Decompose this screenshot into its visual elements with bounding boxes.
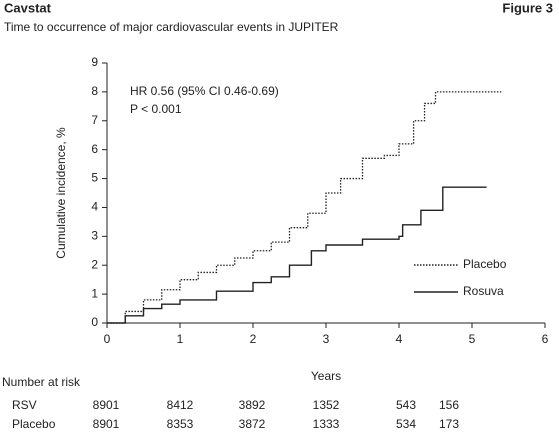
risk-count: 534	[396, 417, 416, 431]
risk-count: 8412	[167, 398, 194, 412]
curve	[107, 186, 487, 324]
risk-count: 8353	[167, 417, 194, 431]
x-tick-label: 6	[542, 332, 549, 346]
curve	[107, 91, 502, 324]
y-tick-label: 5	[91, 171, 98, 185]
y-tick-label: 3	[91, 229, 98, 243]
x-tick-label: 3	[323, 332, 330, 346]
risk-title: Number at risk	[2, 375, 81, 389]
x-tick-label: 5	[469, 332, 476, 346]
risk-count: 543	[396, 398, 416, 412]
x-tick-label: 0	[104, 332, 111, 346]
risk-count: 8901	[93, 417, 120, 431]
figure-label: Figure 3	[502, 0, 553, 15]
risk-count: 3872	[239, 417, 266, 431]
x-tick-label: 1	[177, 332, 184, 346]
risk-count: 1352	[313, 398, 340, 412]
y-tick-label: 7	[91, 113, 98, 127]
annotation: P < 0.001	[130, 102, 182, 116]
risk-row-label: RSV	[12, 398, 37, 412]
chart-title: Time to occurrence of major cardiovascul…	[4, 20, 339, 34]
brand: Cavstat	[4, 0, 52, 15]
risk-count: 156	[439, 398, 459, 412]
risk-row-label: Placebo	[12, 417, 56, 431]
y-tick-label: 1	[91, 286, 98, 300]
risk-count: 1333	[313, 417, 340, 431]
legend-label: Placebo	[463, 257, 507, 271]
annotation: HR 0.56 (95% CI 0.46-0.69)	[130, 84, 279, 98]
y-tick-label: 8	[91, 84, 98, 98]
x-axis-label: Years	[311, 369, 341, 383]
risk-count: 8901	[93, 398, 120, 412]
y-axis-label: Cumulative incidence, %	[54, 127, 68, 259]
legend-label: Rosuva	[463, 284, 504, 298]
x-tick-label: 4	[396, 332, 403, 346]
y-tick-label: 9	[91, 55, 98, 69]
y-tick-label: 4	[91, 200, 98, 214]
x-tick-label: 2	[250, 332, 257, 346]
risk-count: 3892	[239, 398, 266, 412]
y-tick-label: 6	[91, 142, 98, 156]
risk-count: 173	[439, 417, 459, 431]
y-tick-label: 0	[91, 315, 98, 329]
y-tick-label: 2	[91, 257, 98, 271]
